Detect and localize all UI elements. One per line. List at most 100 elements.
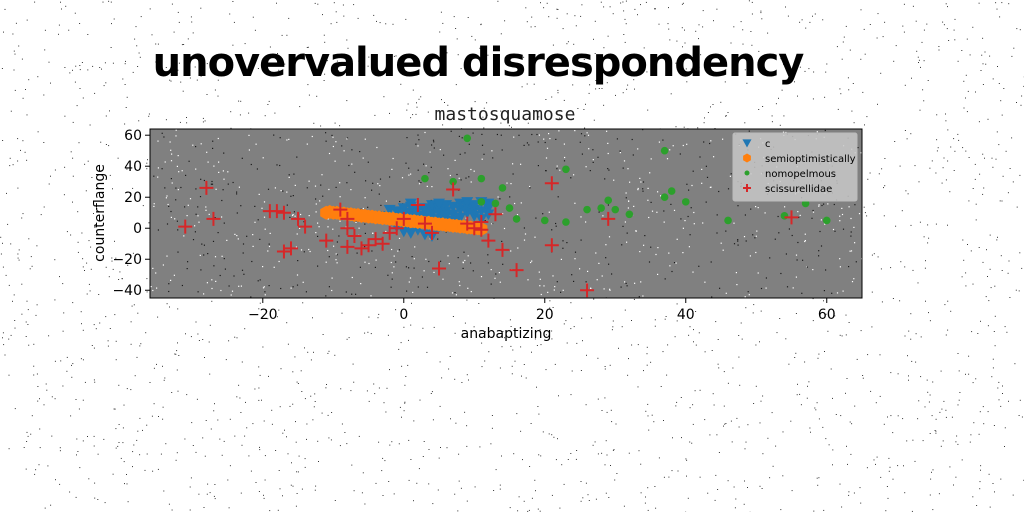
data-point [283, 241, 298, 256]
series-nomopelmous [421, 134, 831, 226]
data-point [410, 197, 425, 212]
x-tick-label: 0 [399, 307, 408, 323]
y-tick-label: 60 [124, 128, 142, 144]
data-point [206, 211, 221, 226]
data-point [604, 196, 613, 205]
data-point [368, 232, 383, 247]
data-point [404, 207, 417, 219]
data-point [449, 177, 457, 186]
data-point [319, 233, 334, 248]
legend-marker [742, 139, 752, 148]
data-point [660, 146, 669, 155]
data-point [446, 182, 461, 197]
data-point [505, 204, 514, 212]
data-point [404, 198, 417, 210]
x-axis-label: anabaptizing [461, 326, 552, 342]
data-point [298, 219, 313, 234]
data-point [276, 205, 291, 220]
legend-entry: semioptimistically [743, 153, 856, 165]
legend-box [732, 132, 858, 202]
data-point [361, 238, 376, 253]
x-tick-label: 60 [818, 307, 836, 323]
data-point [481, 233, 496, 248]
data-point [424, 225, 439, 240]
data-point [601, 211, 616, 226]
data-point [468, 211, 481, 222]
y-tick-label: −20 [112, 252, 142, 268]
data-point [396, 211, 411, 226]
data-point [390, 206, 403, 218]
data-point [583, 205, 591, 214]
data-point [544, 176, 559, 191]
y-tick-label: 40 [124, 159, 142, 175]
data-point [660, 193, 669, 202]
data-point [477, 198, 486, 206]
data-point [724, 216, 732, 225]
legend-marker [743, 153, 751, 163]
data-point [625, 210, 634, 219]
data-point [199, 180, 214, 195]
data-point [540, 216, 549, 225]
data-point [491, 199, 500, 208]
data-point [432, 261, 447, 276]
data-point [667, 187, 676, 195]
data-point [382, 225, 397, 240]
data-point [404, 228, 417, 239]
data-point [784, 210, 799, 225]
data-point [460, 216, 475, 231]
data-point [269, 204, 284, 219]
data-point [468, 200, 481, 211]
data-point [375, 236, 390, 251]
x-tick-label: −20 [248, 307, 278, 323]
data-point [440, 211, 453, 222]
data-point [498, 184, 507, 192]
data-point [477, 174, 486, 183]
data-point [354, 241, 369, 256]
chart-suptitle: unovervalued disrespondency [153, 40, 805, 86]
data-point [780, 212, 789, 220]
x-axis: −20 0 20 40 60 [248, 298, 836, 323]
legend-entry: nomopelmous [744, 169, 836, 180]
legend-entry: scissurellidae [743, 184, 832, 195]
data-point [580, 283, 595, 298]
data-point [425, 200, 438, 211]
legend-label: c [765, 139, 771, 150]
data-point [461, 197, 474, 208]
data-point [597, 204, 605, 212]
legend-entry: c [742, 139, 771, 150]
data-point [474, 215, 489, 230]
data-point [178, 219, 193, 234]
data-point [467, 221, 482, 236]
data-point [544, 238, 559, 253]
y-axis-label: counterflange [92, 164, 108, 262]
legend-marker [744, 170, 750, 176]
data-point [454, 198, 467, 210]
series-scissurellidae [178, 176, 799, 298]
data-point [482, 209, 495, 221]
data-point [421, 174, 429, 183]
data-point [562, 218, 570, 226]
data-point [482, 198, 495, 210]
y-tick-label: 0 [133, 221, 142, 237]
data-point [562, 165, 570, 174]
axes-title: mastosquamose [435, 104, 576, 125]
data-point [681, 198, 690, 206]
y-tick-label: −40 [112, 283, 142, 299]
legend: c semioptimistically nomopelmous scissurell… [732, 132, 858, 202]
data-point [475, 206, 488, 218]
data-point [801, 199, 810, 208]
data-point [291, 211, 306, 226]
data-point [340, 221, 355, 236]
data-point [461, 207, 474, 219]
data-point [276, 244, 291, 259]
legend-label: semioptimistically [765, 154, 856, 165]
data-point [611, 205, 620, 214]
data-point [454, 212, 467, 224]
data-point [333, 202, 348, 217]
data-point [454, 204, 467, 216]
legend-marker [743, 184, 751, 192]
data-point [488, 207, 503, 222]
data-point [822, 216, 831, 225]
data-point [389, 221, 404, 236]
